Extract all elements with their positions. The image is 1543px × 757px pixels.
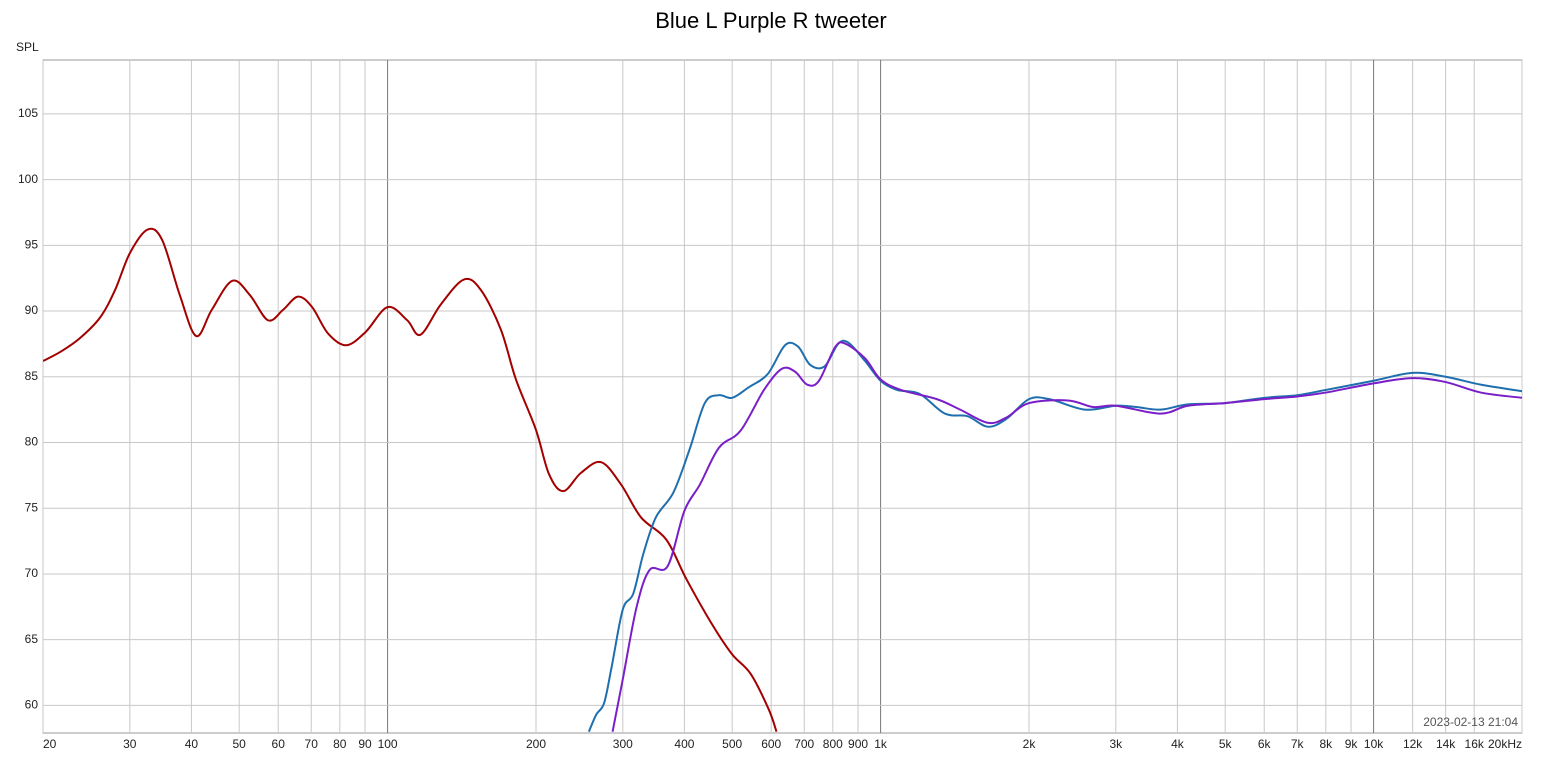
y-tick-label: 90	[25, 303, 39, 317]
x-tick-label: 600	[761, 737, 781, 751]
y-tick-label: 65	[25, 632, 39, 646]
x-tick-label: 800	[823, 737, 843, 751]
timestamp: 2023-02-13 21:04	[1423, 715, 1518, 729]
x-tick-label: 5k	[1219, 737, 1233, 751]
x-tick-label: 10k	[1364, 737, 1384, 751]
x-tick-label: 9k	[1345, 737, 1359, 751]
x-tick-label: 1k	[874, 737, 888, 751]
series-group	[43, 227, 1522, 733]
y-tick-label: 95	[25, 238, 39, 252]
x-tick-label: 12k	[1403, 737, 1423, 751]
x-tick-label: 700	[794, 737, 814, 751]
x-tick-label: 100	[378, 737, 398, 751]
x-tick-label: 16k	[1465, 737, 1485, 751]
y-tick-label: 100	[18, 172, 38, 186]
x-tick-label: 4k	[1171, 737, 1185, 751]
y-tick-label: 105	[18, 106, 38, 120]
x-tick-label: 500	[722, 737, 742, 751]
y-tick-label: 80	[25, 435, 39, 449]
x-tick-label: 80	[333, 737, 347, 751]
series-line	[43, 227, 778, 733]
x-tick-label: 900	[848, 737, 868, 751]
y-tick-label: 85	[25, 369, 39, 383]
x-tick-label: 70	[305, 737, 319, 751]
x-tick-label: 90	[358, 737, 372, 751]
x-tick-label: 200	[526, 737, 546, 751]
chart-title: Blue L Purple R tweeter	[655, 8, 887, 33]
x-tick-label: 400	[674, 737, 694, 751]
x-tick-label: 300	[613, 737, 633, 751]
y-tick-label: 75	[25, 500, 39, 514]
y-tick-label: 70	[25, 566, 39, 580]
y-tick-label: 60	[25, 698, 39, 712]
x-tick-label: 3k	[1109, 737, 1123, 751]
x-tick-label: 6k	[1258, 737, 1272, 751]
x-tick-label: 2k	[1023, 737, 1037, 751]
grid	[42, 60, 1523, 733]
x-tick-label: 50	[233, 737, 247, 751]
series-line	[611, 341, 1522, 732]
x-tick-label: 60	[272, 737, 286, 751]
x-tick-label: 40	[185, 737, 199, 751]
x-tick-label: 14k	[1436, 737, 1456, 751]
x-tick-label: 8k	[1319, 737, 1333, 751]
x-tick-label: 20kHz	[1488, 737, 1522, 751]
x-tick-label: 7k	[1291, 737, 1305, 751]
x-tick-label: 30	[123, 737, 137, 751]
x-tick-label: 20	[43, 737, 57, 751]
y-axis-label: SPL	[16, 40, 39, 54]
